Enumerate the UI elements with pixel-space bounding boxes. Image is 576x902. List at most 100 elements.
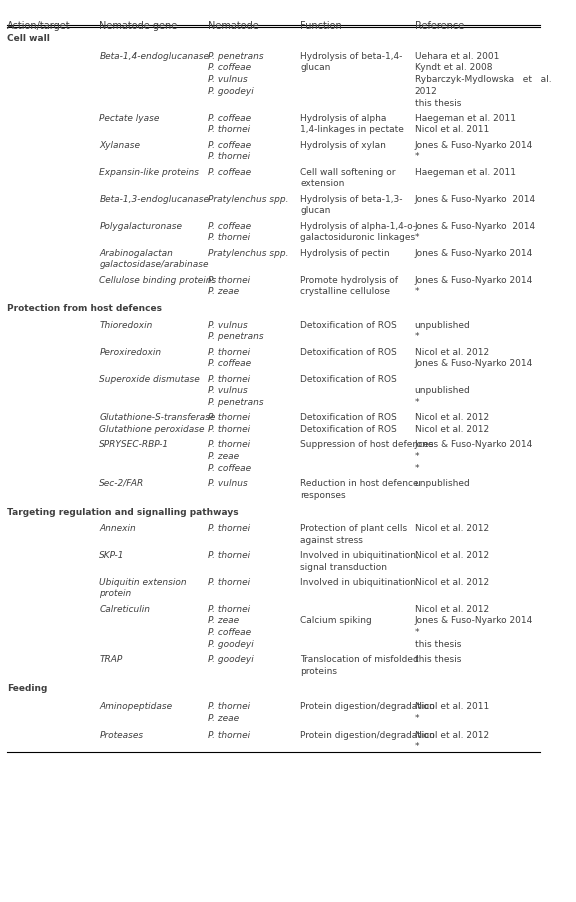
Text: Nicol et al. 2012: Nicol et al. 2012	[415, 551, 489, 560]
Text: TRAP: TRAP	[99, 655, 123, 664]
Text: P. vulnus: P. vulnus	[208, 386, 248, 395]
Text: protein: protein	[99, 590, 131, 599]
Text: unpublished: unpublished	[415, 386, 471, 395]
Text: SPRYSEC-RBP-1: SPRYSEC-RBP-1	[99, 440, 169, 449]
Text: P. coffeae: P. coffeae	[208, 628, 251, 637]
Text: Nicol et al. 2012: Nicol et al. 2012	[415, 347, 489, 356]
Text: P. thornei: P. thornei	[208, 425, 250, 434]
Text: Jones & Fuso-Nyarko 2014: Jones & Fuso-Nyarko 2014	[415, 616, 533, 625]
Text: Nematode gene: Nematode gene	[99, 21, 177, 32]
Text: P. penetrans: P. penetrans	[208, 332, 264, 341]
Text: P. thornei: P. thornei	[208, 731, 250, 740]
Text: glucan: glucan	[301, 63, 331, 72]
Text: Cell wall: Cell wall	[7, 33, 50, 42]
Text: crystalline cellulose: crystalline cellulose	[301, 288, 391, 297]
Text: Nicol et al. 2012: Nicol et al. 2012	[415, 731, 489, 740]
Text: P. thornei: P. thornei	[208, 276, 250, 285]
Text: Detoxification of ROS: Detoxification of ROS	[301, 413, 397, 422]
Text: against stress: against stress	[301, 536, 363, 545]
Text: glucan: glucan	[301, 207, 331, 216]
Text: P. zeae: P. zeae	[208, 452, 239, 461]
Text: P. vulnus: P. vulnus	[208, 75, 248, 84]
Text: *: *	[415, 234, 419, 243]
Text: Feeding: Feeding	[7, 684, 47, 693]
Text: SKP-1: SKP-1	[99, 551, 125, 560]
Text: Targeting regulation and signalling pathways: Targeting regulation and signalling path…	[7, 508, 238, 517]
Text: P. penetrans: P. penetrans	[208, 51, 264, 60]
Text: Detoxification of ROS: Detoxification of ROS	[301, 425, 397, 434]
Text: this thesis: this thesis	[415, 98, 461, 107]
Text: extension: extension	[301, 179, 345, 189]
Text: 1,4-linkages in pectate: 1,4-linkages in pectate	[301, 125, 404, 134]
Text: *: *	[415, 464, 419, 473]
Text: P. goodeyi: P. goodeyi	[208, 87, 254, 96]
Text: P. coffeae: P. coffeae	[208, 114, 251, 123]
Text: Suppression of host defences: Suppression of host defences	[301, 440, 434, 449]
Text: Protein digestion/degradation: Protein digestion/degradation	[301, 731, 435, 740]
Text: P. thornei: P. thornei	[208, 604, 250, 613]
Text: Calreticulin: Calreticulin	[99, 604, 150, 613]
Text: Aminopeptidase: Aminopeptidase	[99, 702, 172, 711]
Text: Involved in ubiquitination: Involved in ubiquitination	[301, 578, 416, 587]
Text: Involved in ubiquitination,: Involved in ubiquitination,	[301, 551, 419, 560]
Text: galactosidase/arabinase: galactosidase/arabinase	[99, 261, 209, 270]
Text: P. thornei: P. thornei	[208, 347, 250, 356]
Text: Hydrolysis of alpha-1,4-o-: Hydrolysis of alpha-1,4-o-	[301, 222, 416, 231]
Text: P. thornei: P. thornei	[208, 374, 250, 383]
Text: Rybarczyk-Mydlowska   et   al.: Rybarczyk-Mydlowska et al.	[415, 75, 551, 84]
Text: Jones & Fuso-Nyarko 2014: Jones & Fuso-Nyarko 2014	[415, 276, 533, 285]
Text: Beta-1,4-endoglucanase: Beta-1,4-endoglucanase	[99, 51, 209, 60]
Text: responses: responses	[301, 491, 346, 500]
Text: Action/target: Action/target	[7, 21, 70, 32]
Text: Function: Function	[301, 21, 342, 32]
Text: Cell wall softening or: Cell wall softening or	[301, 168, 396, 177]
Text: Superoxide dismutase: Superoxide dismutase	[99, 374, 200, 383]
Text: *: *	[415, 628, 419, 637]
Text: P. coffeae: P. coffeae	[208, 222, 251, 231]
Text: galactosiduronic linkages: galactosiduronic linkages	[301, 234, 415, 243]
Text: Annexin: Annexin	[99, 524, 136, 533]
Text: Glutathione peroxidase: Glutathione peroxidase	[99, 425, 204, 434]
Text: Pratylenchus spp.: Pratylenchus spp.	[208, 249, 289, 258]
Text: P. thornei: P. thornei	[208, 152, 250, 161]
Text: 2012: 2012	[415, 87, 437, 96]
Text: Xylanase: Xylanase	[99, 141, 141, 150]
Text: Nicol et al. 2012: Nicol et al. 2012	[415, 413, 489, 422]
Text: Peroxiredoxin: Peroxiredoxin	[99, 347, 161, 356]
Text: Cellulose binding proteins: Cellulose binding proteins	[99, 276, 217, 285]
Text: Hydrolysis of xylan: Hydrolysis of xylan	[301, 141, 386, 150]
Text: Arabinogalactan: Arabinogalactan	[99, 249, 173, 258]
Text: Nicol et al. 2012: Nicol et al. 2012	[415, 578, 489, 587]
Text: P. thornei: P. thornei	[208, 702, 250, 711]
Text: Protein digestion/degradation: Protein digestion/degradation	[301, 702, 435, 711]
Text: proteins: proteins	[301, 667, 338, 676]
Text: Ubiquitin extension: Ubiquitin extension	[99, 578, 187, 587]
Text: Pratylenchus spp.: Pratylenchus spp.	[208, 195, 289, 204]
Text: Haegeman et al. 2011: Haegeman et al. 2011	[415, 114, 516, 123]
Text: P. thornei: P. thornei	[208, 524, 250, 533]
Text: Nicol et al. 2012: Nicol et al. 2012	[415, 425, 489, 434]
Text: Haegeman et al. 2011: Haegeman et al. 2011	[415, 168, 516, 177]
Text: Reference: Reference	[415, 21, 464, 32]
Text: P. coffeae: P. coffeae	[208, 359, 251, 368]
Text: *: *	[415, 332, 419, 341]
Text: P. thornei: P. thornei	[208, 125, 250, 134]
Text: this thesis: this thesis	[415, 640, 461, 649]
Text: Protection of plant cells: Protection of plant cells	[301, 524, 408, 533]
Text: Hydrolysis of pectin: Hydrolysis of pectin	[301, 249, 390, 258]
Text: P. thornei: P. thornei	[208, 578, 250, 587]
Text: P. zeae: P. zeae	[208, 713, 239, 723]
Text: Jones & Fuso-Nyarko  2014: Jones & Fuso-Nyarko 2014	[415, 222, 536, 231]
Text: Jones & Fuso-Nyarko 2014: Jones & Fuso-Nyarko 2014	[415, 359, 533, 368]
Text: *: *	[415, 452, 419, 461]
Text: Nicol et al. 2011: Nicol et al. 2011	[415, 125, 489, 134]
Text: Sec-2/FAR: Sec-2/FAR	[99, 479, 145, 488]
Text: P. coffeae: P. coffeae	[208, 141, 251, 150]
Text: P. thornei: P. thornei	[208, 440, 250, 449]
Text: unpublished: unpublished	[415, 320, 471, 329]
Text: Promote hydrolysis of: Promote hydrolysis of	[301, 276, 399, 285]
Text: Jones & Fuso-Nyarko 2014: Jones & Fuso-Nyarko 2014	[415, 249, 533, 258]
Text: Nicol et al. 2012: Nicol et al. 2012	[415, 524, 489, 533]
Text: P. vulnus: P. vulnus	[208, 320, 248, 329]
Text: P. thornei: P. thornei	[208, 551, 250, 560]
